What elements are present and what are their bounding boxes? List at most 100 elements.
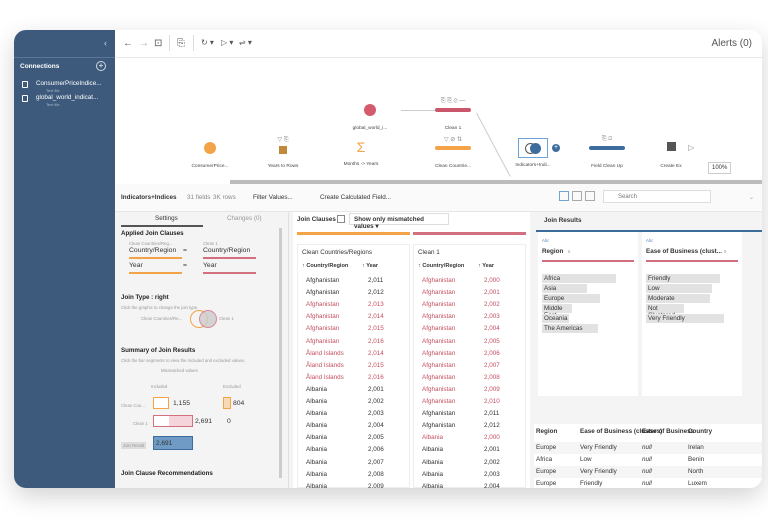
run-output-icon[interactable]: ▷ (688, 143, 695, 152)
histogram-bar[interactable]: Asia (542, 284, 587, 293)
value-row[interactable]: Albania 2,003 (422, 470, 500, 478)
profile-card-ease-of-business[interactable]: Abc Ease of Business (clust... 5 Friendl… (642, 232, 742, 396)
left-values-list: Clean Countries/Regions ↑ Country/Region… (297, 244, 410, 488)
step-pane: Indicators+Indices 31 fields 3K rows Fil… (115, 184, 762, 488)
run-button[interactable]: ▷ ▾ (221, 38, 234, 47)
included-bar[interactable] (153, 415, 193, 427)
flow-node-consumerprice[interactable]: ConsumerPrice... (185, 142, 235, 169)
list-view-icon[interactable] (585, 191, 595, 201)
value-row[interactable]: Albania 2,003 (306, 410, 384, 418)
save-button[interactable]: ⊡ (154, 38, 163, 49)
zoom-level[interactable]: 100% (708, 162, 732, 174)
value-row[interactable]: Afghanistan 2,008 (422, 373, 500, 381)
value-row[interactable]: Afghanistan 2,006 (422, 349, 500, 357)
value-row[interactable]: Afghanistan 2,015 (306, 325, 384, 333)
histogram-bar[interactable]: Oceania (542, 314, 569, 323)
grid-view-icon[interactable] (572, 191, 582, 201)
value-row[interactable]: Afghanistan 2,009 (422, 385, 500, 393)
value-row[interactable]: Albania 2,008 (306, 470, 384, 478)
flow-node-years-to-rows[interactable]: ▽ ⎘ Years to Rows (267, 137, 299, 169)
value-row[interactable]: Albania 2,002 (306, 398, 384, 405)
add-connection-button[interactable]: + (96, 61, 106, 71)
value-row[interactable]: Albania 2,004 (422, 482, 500, 488)
join-clause-right[interactable]: Year (203, 262, 217, 269)
value-row[interactable]: Albania 2,000 (422, 434, 500, 442)
value-row[interactable]: Afghanistan 2,011 (422, 410, 500, 418)
excluded-bar[interactable] (223, 397, 231, 409)
back-button[interactable]: ← (123, 38, 133, 49)
flow-node-field-clean-up[interactable]: ⎘ ⊡ Field Clean Up (589, 136, 625, 169)
value-row[interactable]: Afghanistan 2,014 (306, 313, 384, 321)
value-row[interactable]: Afghanistan 2,005 (422, 337, 500, 345)
settings-scrollbar[interactable] (279, 228, 282, 478)
join-clause-left[interactable]: Country/Region (129, 247, 177, 254)
value-row[interactable]: Albania 2,001 (422, 446, 500, 454)
value-row[interactable]: Afghanistan 2,013 (306, 301, 384, 309)
refresh-button[interactable]: ↻ ▾ (201, 38, 214, 47)
tab-changes[interactable]: Changes (0) (227, 215, 262, 222)
flow-node-clean1[interactable]: ⎘ ⎘ ⊘ — Clean 1 (435, 98, 471, 131)
forward-button[interactable]: → (139, 38, 149, 49)
join-clauses-checkbox[interactable] (337, 215, 345, 223)
join-result-bar[interactable]: 2,691 (153, 436, 193, 450)
value-row[interactable]: Afghanistan 2,001 (422, 289, 500, 297)
value-row[interactable]: Albania 2,006 (306, 446, 384, 454)
filter-values-button[interactable]: Filter Values... (253, 194, 293, 201)
collapse-pane-icon[interactable]: ⌄ (748, 194, 754, 201)
value-row[interactable]: Afghanistan 2,004 (422, 325, 500, 333)
value-row[interactable]: Afghanistan 2,002 (422, 301, 500, 309)
flow-node-clean-countries[interactable]: ▽ ⊘ ⇅ Clean Countrie... (435, 137, 471, 169)
tab-settings[interactable]: Settings (155, 215, 178, 222)
value-row[interactable]: Albania 2,002 (422, 458, 500, 466)
value-row[interactable]: Afghanistan 2,011 (306, 277, 384, 284)
value-row[interactable]: Afghanistan 2,000 (422, 277, 500, 284)
value-row[interactable]: Albania 2,009 (306, 482, 384, 488)
value-row[interactable]: Åland Islands 2,016 (306, 373, 384, 381)
mismatch-filter-select[interactable]: Show only mismatched values ▾ (349, 213, 449, 230)
histogram-bar[interactable]: The Americas (542, 324, 598, 333)
venn-right[interactable] (199, 310, 217, 328)
histogram-bar[interactable]: Low (646, 284, 712, 293)
included-bar[interactable] (153, 397, 169, 409)
flow-node-output[interactable]: Create Ex (660, 142, 682, 169)
flow-node-months-to-years[interactable]: Σ Months -> Years (343, 139, 379, 167)
histogram-bar[interactable]: Middle East (542, 304, 572, 319)
value-row[interactable]: Albania 2,004 (306, 422, 384, 430)
join-clause-left[interactable]: Year (129, 262, 143, 269)
value-row[interactable]: Afghanistan 2,007 (422, 361, 500, 369)
value-row[interactable]: Åland Islands 2,015 (306, 361, 384, 369)
histogram-bar[interactable]: Moderate (646, 294, 710, 303)
histogram-bar[interactable]: Friendly (646, 274, 720, 283)
table-row[interactable]: Europe Very Friendly null Irelan (534, 442, 762, 454)
value-row[interactable]: Afghanistan 2,010 (422, 398, 500, 405)
table-row[interactable]: Europe Very Friendly null North (534, 466, 762, 478)
tune-button[interactable]: ⇌ ▾ (239, 38, 252, 47)
histogram-bar[interactable]: Africa (542, 274, 616, 283)
value-row[interactable]: Albania 2,001 (306, 385, 384, 393)
value-row[interactable]: Albania 2,005 (306, 434, 384, 442)
collapse-sidebar-icon[interactable]: ‹ (104, 38, 107, 48)
value-row[interactable]: Åland Islands 2,014 (306, 349, 384, 357)
table-row[interactable]: Africa Low null Benin (534, 454, 762, 466)
value-row[interactable]: Afghanistan 2,016 (306, 337, 384, 345)
layout-toggle-icon[interactable] (559, 191, 569, 201)
histogram-bar[interactable]: Not Clustered (646, 304, 684, 319)
value-row[interactable]: Albania 2,007 (306, 458, 384, 466)
value-row[interactable]: Afghanistan 2,012 (422, 422, 500, 430)
flow-node-join[interactable]: Indicators+Indi... (515, 138, 551, 168)
flow-node-global-world[interactable]: global_world_i... (345, 104, 395, 131)
join-clause-right[interactable]: Country/Region (203, 247, 251, 254)
canvas-scrollbar[interactable] (230, 180, 762, 184)
app-window: ‹ Connections + ConsumerPriceIndice... Te… (14, 30, 762, 488)
clipboard-button[interactable]: ⎘ (177, 38, 185, 49)
search-input[interactable]: Search (603, 190, 711, 203)
value-row[interactable]: Afghanistan 2,003 (422, 313, 500, 321)
table-row[interactable]: Europe Friendly null Luxem (534, 478, 762, 488)
histogram-bar[interactable]: Very Friendly (646, 314, 724, 323)
alerts-button[interactable]: Alerts (0) (711, 38, 752, 49)
histogram-bar[interactable]: Europe (542, 294, 600, 303)
create-calc-field-button[interactable]: Create Calculated Field... (320, 194, 392, 201)
value-row[interactable]: Afghanistan 2,012 (306, 289, 384, 297)
add-step-button[interactable]: + (552, 144, 560, 152)
